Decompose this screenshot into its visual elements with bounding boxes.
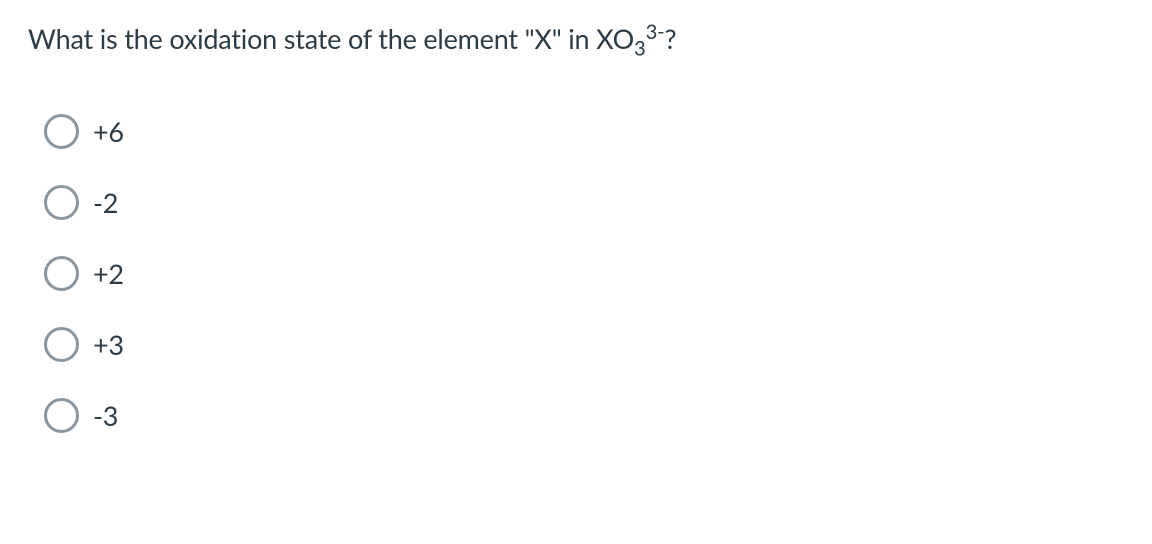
question-suffix: ? <box>664 22 676 55</box>
option-3[interactable]: +3 <box>44 327 1124 362</box>
question-subscript: 3 <box>634 36 646 60</box>
question-text: What is the oxidation state of the eleme… <box>28 20 1124 58</box>
radio-icon[interactable] <box>44 256 79 291</box>
question-superscript: 3- <box>646 20 665 44</box>
option-label: -2 <box>93 186 118 219</box>
option-1[interactable]: -2 <box>44 185 1124 220</box>
option-label: -3 <box>93 399 118 432</box>
option-0[interactable]: +6 <box>44 114 1124 149</box>
radio-icon[interactable] <box>44 114 79 149</box>
option-label: +2 <box>93 257 124 290</box>
radio-icon[interactable] <box>44 185 79 220</box>
options-container: +6 -2 +2 +3 -3 <box>28 114 1124 433</box>
question-prefix: What is the oxidation state of the eleme… <box>28 22 634 55</box>
option-label: +3 <box>93 328 124 361</box>
option-2[interactable]: +2 <box>44 256 1124 291</box>
radio-icon[interactable] <box>44 398 79 433</box>
radio-icon[interactable] <box>44 327 79 362</box>
option-label: +6 <box>93 115 124 148</box>
option-4[interactable]: -3 <box>44 398 1124 433</box>
